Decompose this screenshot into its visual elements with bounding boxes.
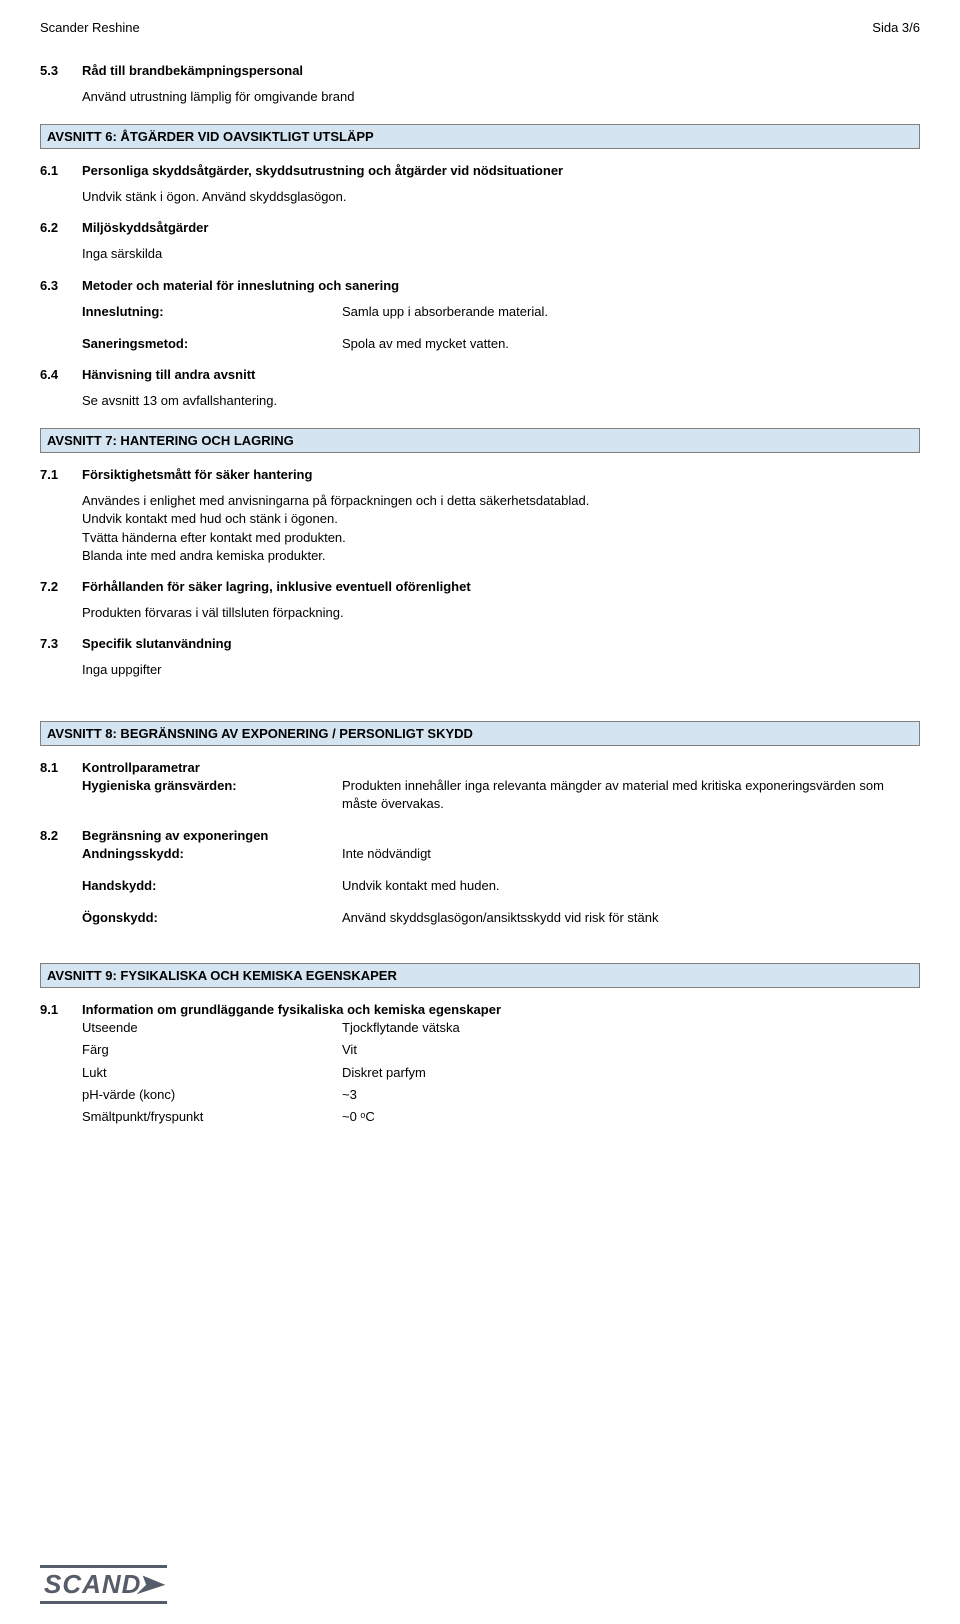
section-title-text: Personliga skyddsåtgärder, skyddsutrustn… — [82, 163, 563, 178]
logo-text: SCAND — [44, 1569, 141, 1599]
section-6-4-body: Se avsnitt 13 om avfallshantering. — [82, 392, 920, 410]
section-title-text: Begränsning av exponeringen — [82, 828, 268, 843]
kv-val: Spola av med mycket vatten. — [342, 335, 920, 353]
kv-row: Färg Vit — [82, 1041, 920, 1059]
section-num: 6.3 — [40, 278, 82, 293]
kv-key: pH-värde (konc) — [82, 1086, 342, 1104]
kv-row: Andningsskydd: Inte nödvändigt — [82, 845, 920, 863]
section-num: 7.2 — [40, 579, 82, 594]
kv-val: Diskret parfym — [342, 1064, 920, 1082]
avsnitt-8-bar: AVSNITT 8: BEGRÄNSNING AV EXPONERING / P… — [40, 721, 920, 746]
kv-key: Andningsskydd: — [82, 845, 342, 863]
section-6-1-heading: 6.1 Personliga skyddsåtgärder, skyddsutr… — [40, 163, 920, 178]
avsnitt-6-bar: AVSNITT 6: ÅTGÄRDER VID OAVSIKTLIGT UTSL… — [40, 124, 920, 149]
section-num: 6.2 — [40, 220, 82, 235]
kv-val: Undvik kontakt med huden. — [342, 877, 920, 895]
kv-row: Utseende Tjockflytande vätska — [82, 1019, 920, 1037]
section-title-text: Information om grundläggande fysikaliska… — [82, 1002, 501, 1017]
section-6-1-body: Undvik stänk i ögon. Använd skyddsglasög… — [82, 188, 920, 206]
section-8-2-heading: 8.2 Begränsning av exponeringen — [40, 828, 920, 843]
kv-key: Inneslutning: — [82, 303, 342, 321]
section-9-1-heading: 9.1 Information om grundläggande fysikal… — [40, 1002, 920, 1017]
kv-val: Produkten innehåller inga relevanta mäng… — [342, 777, 920, 813]
kv-key: Ögonskydd: — [82, 909, 342, 927]
section-title-text: Metoder och material för inneslutning oc… — [82, 278, 399, 293]
avsnitt-7-bar: AVSNITT 7: HANTERING OCH LAGRING — [40, 428, 920, 453]
kv-val: ~0 ᵒC — [342, 1108, 920, 1126]
section-num: 6.1 — [40, 163, 82, 178]
kv-key: Hygieniska gränsvärden: — [82, 777, 342, 813]
kv-key: Handskydd: — [82, 877, 342, 895]
avsnitt-9-bar: AVSNITT 9: FYSIKALISKA OCH KEMISKA EGENS… — [40, 963, 920, 988]
page-number: Sida 3/6 — [872, 20, 920, 35]
kv-row: pH-värde (konc) ~3 — [82, 1086, 920, 1104]
kv-key: Lukt — [82, 1064, 342, 1082]
section-num: 8.2 — [40, 828, 82, 843]
logo-arrow-icon: ➤ — [135, 1569, 165, 1600]
section-6-2-body: Inga särskilda — [82, 245, 920, 263]
kv-val: Använd skyddsglasögon/ansiktsskydd vid r… — [342, 909, 920, 927]
kv-key: Färg — [82, 1041, 342, 1059]
section-5-3-body: Använd utrustning lämplig för omgivande … — [82, 88, 920, 106]
section-7-1-body: Användes i enlighet med anvisningarna på… — [82, 492, 920, 565]
kv-val: Tjockflytande vätska — [342, 1019, 920, 1037]
section-8-1-heading: 8.1 Kontrollparametrar — [40, 760, 920, 775]
section-7-3-body: Inga uppgifter — [82, 661, 920, 679]
page-header: Scander Reshine Sida 3/6 — [40, 20, 920, 35]
section-7-2-body: Produkten förvaras i väl tillsluten förp… — [82, 604, 920, 622]
kv-row: Inneslutning: Samla upp i absorberande m… — [82, 303, 920, 321]
section-title-text: Kontrollparametrar — [82, 760, 200, 775]
section-title-text: Hänvisning till andra avsnitt — [82, 367, 255, 382]
section-6-4-heading: 6.4 Hänvisning till andra avsnitt — [40, 367, 920, 382]
body-line: Undvik kontakt med hud och stänk i ögone… — [82, 510, 920, 528]
kv-row: Lukt Diskret parfym — [82, 1064, 920, 1082]
body-line: Användes i enlighet med anvisningarna på… — [82, 492, 920, 510]
scander-logo: SCAND➤ — [40, 1565, 167, 1604]
kv-row: Smältpunkt/fryspunkt ~0 ᵒC — [82, 1108, 920, 1126]
section-6-3-heading: 6.3 Metoder och material för inneslutnin… — [40, 278, 920, 293]
section-num: 9.1 — [40, 1002, 82, 1017]
kv-row: Handskydd: Undvik kontakt med huden. — [82, 877, 920, 895]
section-num: 7.1 — [40, 467, 82, 482]
section-num: 6.4 — [40, 367, 82, 382]
section-num: 5.3 — [40, 63, 82, 78]
kv-row: Hygieniska gränsvärden: Produkten innehå… — [82, 777, 920, 813]
body-line: Tvätta händerna efter kontakt med produk… — [82, 529, 920, 547]
section-title-text: Förhållanden för säker lagring, inklusiv… — [82, 579, 471, 594]
kv-key: Smältpunkt/fryspunkt — [82, 1108, 342, 1126]
doc-title: Scander Reshine — [40, 20, 140, 35]
body-line: Blanda inte med andra kemiska produkter. — [82, 547, 920, 565]
kv-val: Samla upp i absorberande material. — [342, 303, 920, 321]
kv-val: Vit — [342, 1041, 920, 1059]
section-6-2-heading: 6.2 Miljöskyddsåtgärder — [40, 220, 920, 235]
kv-row: Ögonskydd: Använd skyddsglasögon/ansikts… — [82, 909, 920, 927]
kv-key: Utseende — [82, 1019, 342, 1037]
section-7-2-heading: 7.2 Förhållanden för säker lagring, inkl… — [40, 579, 920, 594]
section-title-text: Specifik slutanvändning — [82, 636, 232, 651]
section-title-text: Miljöskyddsåtgärder — [82, 220, 208, 235]
kv-row: Saneringsmetod: Spola av med mycket vatt… — [82, 335, 920, 353]
section-title-text: Försiktighetsmått för säker hantering — [82, 467, 312, 482]
section-num: 7.3 — [40, 636, 82, 651]
section-7-3-heading: 7.3 Specifik slutanvändning — [40, 636, 920, 651]
kv-key: Saneringsmetod: — [82, 335, 342, 353]
section-5-3-heading: 5.3 Råd till brandbekämpningspersonal — [40, 63, 920, 78]
kv-val: ~3 — [342, 1086, 920, 1104]
section-7-1-heading: 7.1 Försiktighetsmått för säker hanterin… — [40, 467, 920, 482]
section-num: 8.1 — [40, 760, 82, 775]
kv-val: Inte nödvändigt — [342, 845, 920, 863]
section-title-text: Råd till brandbekämpningspersonal — [82, 63, 303, 78]
